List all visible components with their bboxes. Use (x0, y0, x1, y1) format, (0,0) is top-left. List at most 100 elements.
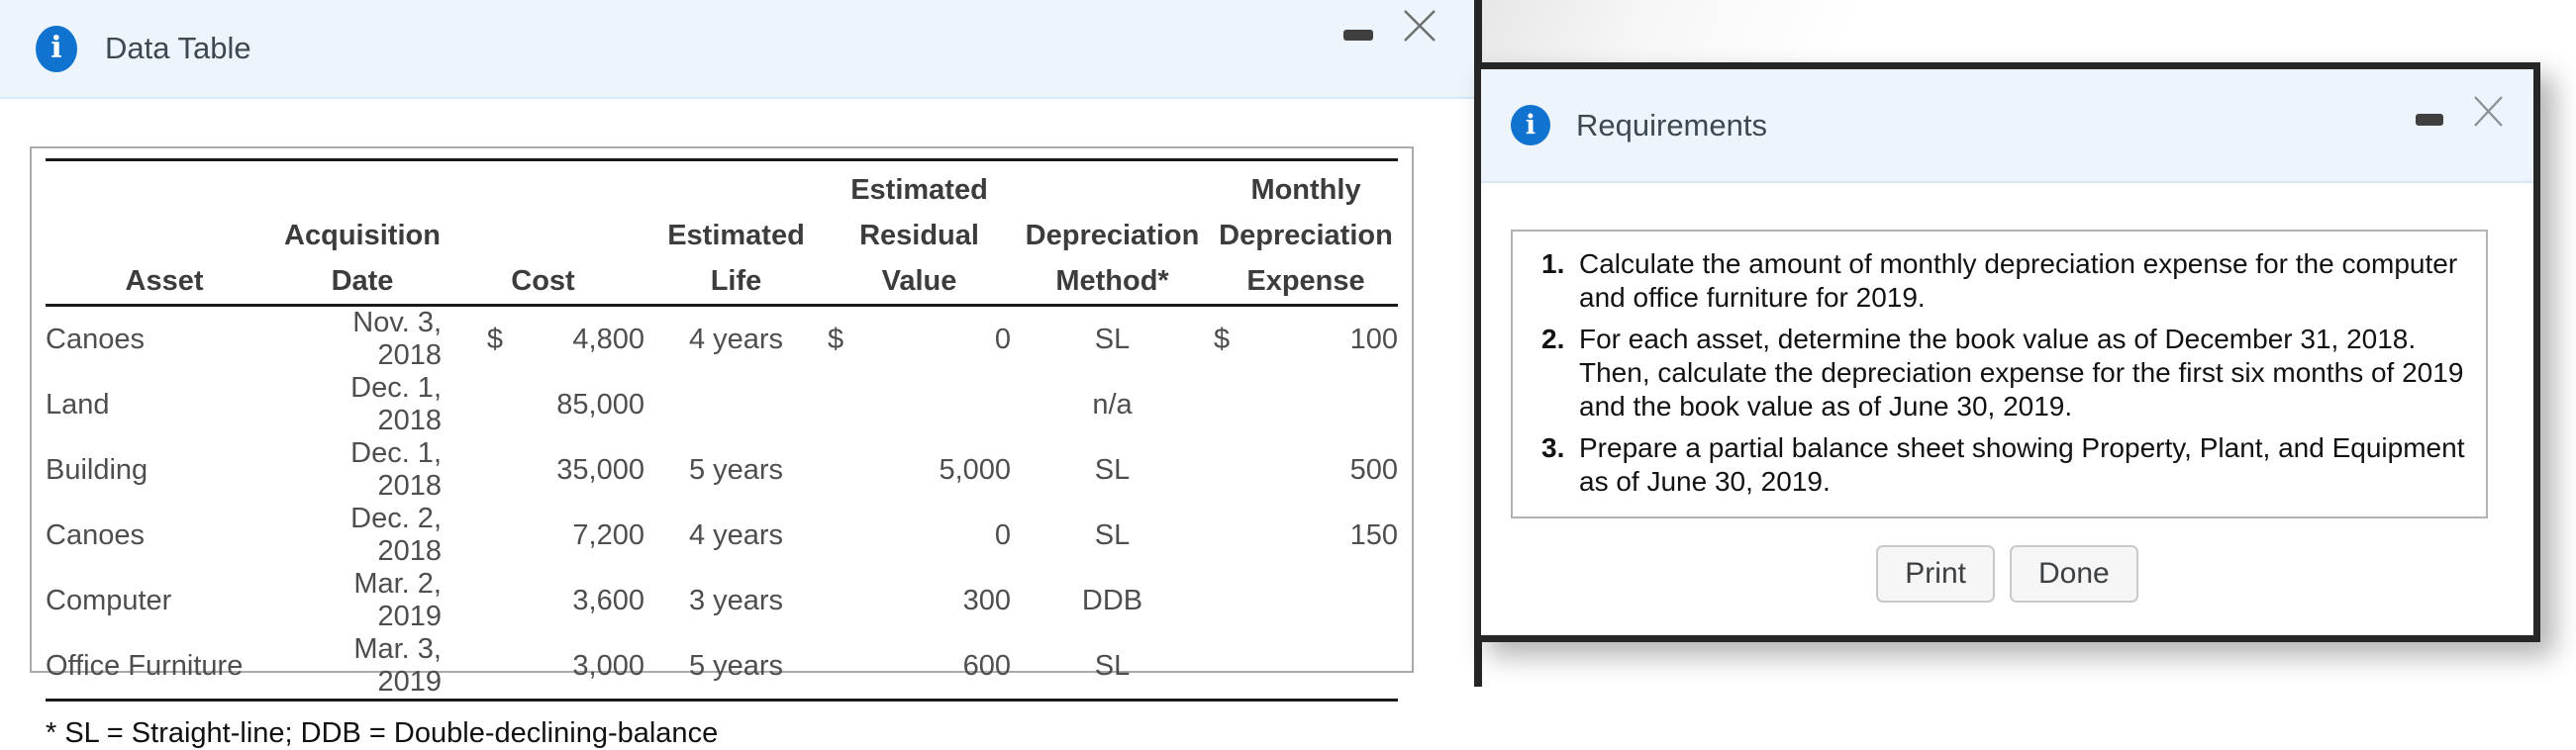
cell-residual-currency (828, 372, 889, 437)
cell-expense (1275, 568, 1398, 633)
cell-asset: Land (46, 388, 110, 421)
info-icon: i (1511, 105, 1550, 145)
print-button[interactable]: Print (1876, 545, 1995, 603)
table-row: Canoes Nov. 3, 2018 $ 4,800 4 years $ 0 … (46, 306, 1398, 373)
table-row: Computer Mar. 2, 2019 3,600 3 years 300 … (46, 568, 1398, 633)
table-row: Canoes Dec. 2, 2018 7,200 4 years 0 SL 1… (46, 503, 1398, 568)
cell-life: 4 years (688, 323, 784, 355)
cell-date: Mar. 2, 2019 (353, 568, 442, 632)
cell-residual: 0 (994, 518, 1012, 551)
cell-residual (889, 372, 1011, 437)
table-row: Office Furniture Mar. 3, 2019 3,000 5 ye… (46, 633, 1398, 701)
cell-cost-currency (442, 568, 503, 633)
requirement-item: 1. Calculate the amount of monthly depre… (1541, 247, 2466, 315)
done-button[interactable]: Done (2009, 545, 2138, 603)
cell-method: SL (1094, 453, 1131, 486)
header-cell: Value (881, 264, 957, 297)
cell-asset: Office Furniture (46, 649, 244, 682)
cell-cost: 85,000 (556, 388, 644, 421)
cell-cost-currency (442, 633, 503, 701)
cell-cost: 7,200 (572, 518, 644, 551)
cell-asset: Canoes (46, 323, 145, 355)
cell-cost-currency (442, 372, 503, 437)
minimize-icon[interactable] (1343, 30, 1373, 41)
cell-residual: 600 (962, 649, 1012, 682)
cell-date: Dec. 1, 2018 (350, 437, 442, 502)
header-cell: Residual (859, 219, 979, 251)
cell-expense-currency (1214, 437, 1275, 503)
cell-expense-currency (1214, 372, 1275, 437)
cell-expense: 100 (1349, 323, 1399, 355)
cell-residual: 5,000 (939, 453, 1012, 486)
cell-method: SL (1094, 518, 1131, 551)
cell-asset: Canoes (46, 518, 145, 551)
header-cell: Monthly (1250, 173, 1361, 206)
header-cell (442, 213, 644, 258)
cell-expense-currency (1214, 568, 1275, 633)
requirements-window-controls (2416, 94, 2506, 129)
header-cell: Depreciation (1219, 219, 1393, 251)
table-row: Land Dec. 1, 2018 85,000 n/a (46, 372, 1398, 437)
requirements-box: 1. Calculate the amount of monthly depre… (1511, 230, 2488, 518)
cell-date: Dec. 1, 2018 (350, 372, 442, 436)
cell-cost: 4,800 (572, 323, 644, 355)
cell-expense: 150 (1349, 518, 1399, 551)
header-cell: Cost (511, 264, 575, 297)
requirement-text: For each asset, determine the book value… (1579, 324, 2464, 422)
cell-residual-currency (828, 437, 889, 503)
cell-cost-currency: $ (486, 323, 503, 355)
table-header: Estimated Monthly Acquisition Estimated … (46, 159, 1399, 306)
cell-method: DDB (1081, 584, 1143, 616)
requirement-text: Prepare a partial balance sheet showing … (1579, 432, 2465, 497)
requirements-actions: Print Done (1481, 545, 2533, 603)
header-cell: Life (710, 264, 762, 297)
cell-cost: 3,000 (572, 649, 644, 682)
data-table-window-controls (1343, 8, 1438, 44)
cell-cost: 35,000 (556, 453, 644, 486)
cell-expense-currency (1214, 503, 1275, 568)
requirement-item: 2. For each asset, determine the book va… (1541, 323, 2466, 423)
data-table-window: i Data Table Estimated (0, 0, 1474, 749)
cell-residual-currency (828, 633, 889, 701)
cell-asset: Computer (46, 584, 172, 616)
requirement-number: 1. (1541, 248, 1565, 279)
requirement-number: 3. (1541, 432, 1565, 463)
requirement-number: 2. (1541, 324, 1565, 354)
data-table-titlebar: i Data Table (0, 0, 1474, 99)
close-icon[interactable] (2471, 94, 2506, 129)
table-row: Building Dec. 1, 2018 35,000 5 years 5,0… (46, 437, 1398, 503)
data-table-title: Data Table (105, 31, 251, 65)
header-cell (283, 160, 442, 214)
cell-residual-currency: $ (828, 323, 844, 355)
cell-residual: 0 (994, 323, 1012, 355)
minimize-icon[interactable] (2416, 114, 2443, 126)
cell-residual-currency (828, 568, 889, 633)
cell-expense (1275, 372, 1398, 437)
requirements-title: Requirements (1576, 107, 1767, 142)
header-cell: Method* (1055, 264, 1169, 297)
header-cell: Depreciation (1025, 219, 1200, 251)
header-cell (644, 160, 828, 214)
header-cell: Date (331, 264, 394, 297)
close-icon[interactable] (1401, 8, 1438, 44)
cell-life: 5 years (688, 649, 784, 682)
header-cell (46, 160, 283, 214)
cell-date: Nov. 3, 2018 (352, 307, 442, 371)
requirements-window: i Requirements 1. Calculate the amount o… (1474, 62, 2540, 642)
cell-life: 5 years (688, 453, 784, 486)
header-cell: Estimated (667, 219, 805, 251)
cell-expense: 500 (1349, 453, 1399, 486)
cell-method: n/a (1092, 388, 1133, 421)
header-cell: Expense (1246, 264, 1365, 297)
requirement-text: Calculate the amount of monthly deprecia… (1579, 248, 2458, 313)
info-icon: i (36, 25, 77, 72)
cell-date: Dec. 2, 2018 (350, 503, 442, 567)
table-footnote: * SL = Straight-line; DDB = Double-decli… (46, 717, 719, 749)
cell-cost-currency (442, 437, 503, 503)
cell-residual: 300 (962, 584, 1012, 616)
requirement-item: 3. Prepare a partial balance sheet showi… (1541, 431, 2466, 499)
header-cell (46, 213, 283, 258)
cell-expense-currency: $ (1214, 323, 1231, 355)
cell-date: Mar. 3, 2019 (353, 633, 442, 698)
header-cell: Asset (125, 264, 204, 297)
